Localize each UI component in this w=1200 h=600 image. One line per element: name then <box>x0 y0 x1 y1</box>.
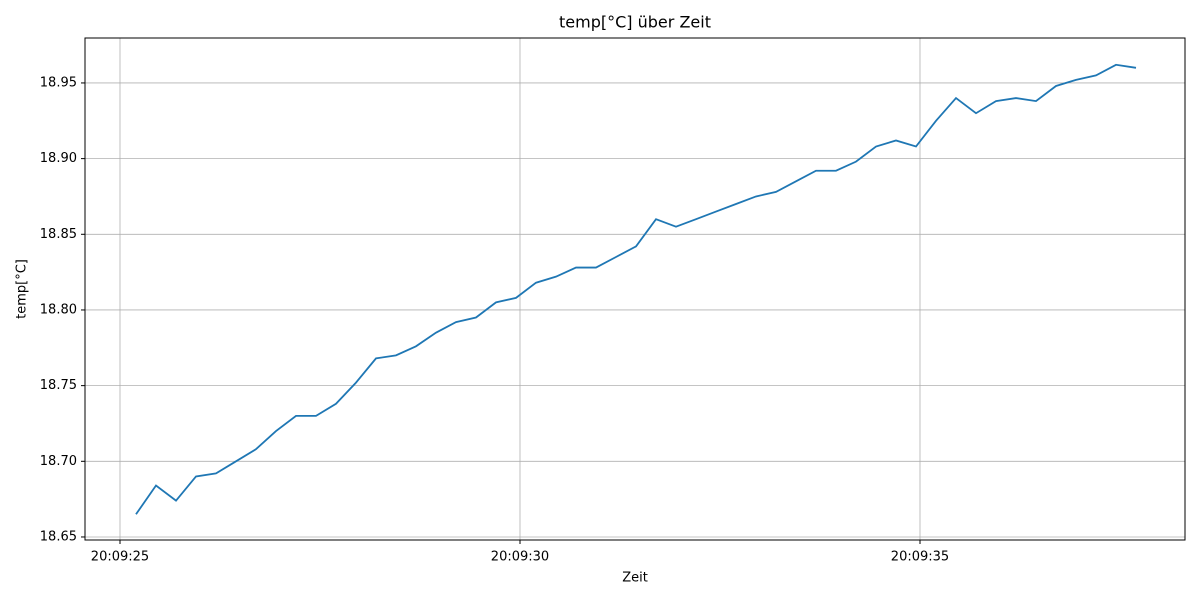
y-tick-label: 18.85 <box>40 227 77 242</box>
x-tick-label: 20:09:25 <box>91 550 149 565</box>
data-line <box>135 63 1137 515</box>
chart-title: temp[°C] über Zeit <box>559 13 711 32</box>
x-axis-label: Zeit <box>622 571 648 586</box>
y-tick-label: 18.70 <box>40 454 77 469</box>
y-tick-label: 18.75 <box>40 378 77 393</box>
y-tick-label: 18.80 <box>40 302 77 317</box>
y-tick-label: 18.65 <box>40 529 77 544</box>
x-tick-label: 20:09:30 <box>491 550 549 565</box>
y-axis-label: temp[°C] <box>15 259 30 319</box>
y-tick-label: 18.95 <box>40 75 77 90</box>
plot-frame <box>84 37 1186 541</box>
y-tick-label: 18.90 <box>40 151 77 166</box>
x-tick-label: 20:09:35 <box>891 550 949 565</box>
